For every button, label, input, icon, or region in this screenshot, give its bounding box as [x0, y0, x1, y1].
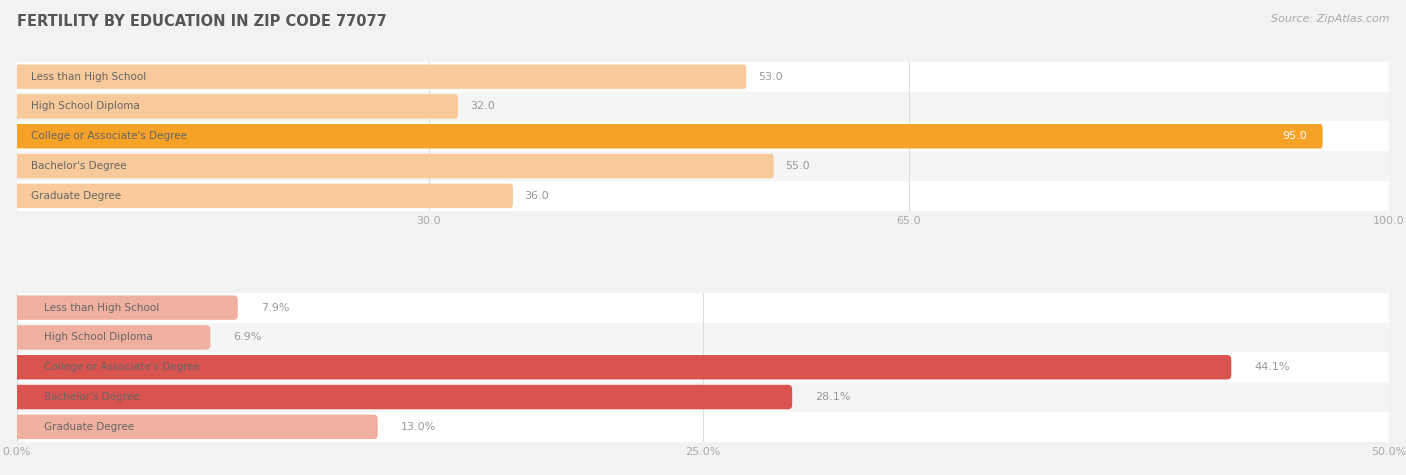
Text: Bachelor's Degree: Bachelor's Degree: [31, 161, 127, 171]
FancyBboxPatch shape: [13, 385, 792, 409]
Text: 55.0: 55.0: [786, 161, 810, 171]
Text: 95.0: 95.0: [1282, 131, 1306, 141]
Text: Less than High School: Less than High School: [31, 72, 146, 82]
FancyBboxPatch shape: [17, 62, 1389, 92]
Text: High School Diploma: High School Diploma: [45, 332, 153, 342]
FancyBboxPatch shape: [15, 184, 513, 208]
FancyBboxPatch shape: [13, 325, 211, 350]
FancyBboxPatch shape: [17, 412, 1389, 442]
Text: 6.9%: 6.9%: [233, 332, 262, 342]
FancyBboxPatch shape: [17, 293, 1389, 323]
FancyBboxPatch shape: [17, 352, 1389, 382]
Text: 36.0: 36.0: [524, 191, 550, 201]
Text: 44.1%: 44.1%: [1254, 362, 1291, 372]
Text: 53.0: 53.0: [758, 72, 783, 82]
Text: Bachelor's Degree: Bachelor's Degree: [45, 392, 139, 402]
Text: College or Associate's Degree: College or Associate's Degree: [45, 362, 200, 372]
Text: 7.9%: 7.9%: [262, 303, 290, 313]
FancyBboxPatch shape: [13, 415, 378, 439]
Text: High School Diploma: High School Diploma: [31, 102, 139, 112]
FancyBboxPatch shape: [17, 323, 1389, 352]
Text: Graduate Degree: Graduate Degree: [31, 191, 121, 201]
FancyBboxPatch shape: [13, 355, 1232, 380]
Text: 28.1%: 28.1%: [815, 392, 851, 402]
FancyBboxPatch shape: [17, 151, 1389, 181]
FancyBboxPatch shape: [15, 154, 773, 178]
FancyBboxPatch shape: [17, 181, 1389, 211]
Text: College or Associate's Degree: College or Associate's Degree: [31, 131, 187, 141]
FancyBboxPatch shape: [13, 295, 238, 320]
FancyBboxPatch shape: [17, 382, 1389, 412]
Text: Less than High School: Less than High School: [45, 303, 159, 313]
FancyBboxPatch shape: [17, 121, 1389, 151]
FancyBboxPatch shape: [15, 65, 747, 89]
FancyBboxPatch shape: [15, 124, 1323, 149]
FancyBboxPatch shape: [15, 94, 458, 119]
Text: 13.0%: 13.0%: [401, 422, 436, 432]
FancyBboxPatch shape: [17, 92, 1389, 121]
Text: FERTILITY BY EDUCATION IN ZIP CODE 77077: FERTILITY BY EDUCATION IN ZIP CODE 77077: [17, 14, 387, 29]
Text: Graduate Degree: Graduate Degree: [45, 422, 135, 432]
Text: 32.0: 32.0: [470, 102, 495, 112]
Text: Source: ZipAtlas.com: Source: ZipAtlas.com: [1271, 14, 1389, 24]
